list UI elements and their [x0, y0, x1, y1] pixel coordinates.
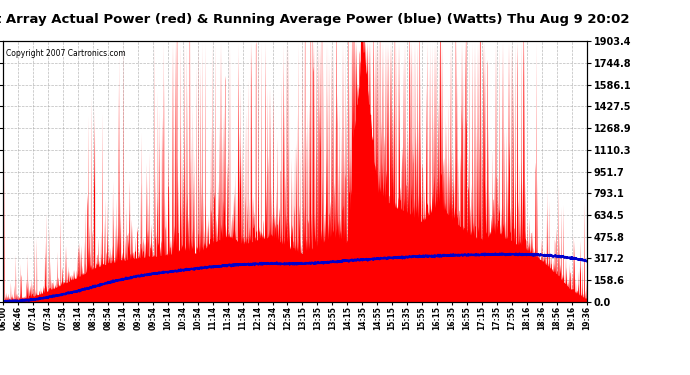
Text: West Array Actual Power (red) & Running Average Power (blue) (Watts) Thu Aug 9 2: West Array Actual Power (red) & Running …: [0, 13, 629, 26]
Text: Copyright 2007 Cartronics.com: Copyright 2007 Cartronics.com: [6, 49, 126, 58]
